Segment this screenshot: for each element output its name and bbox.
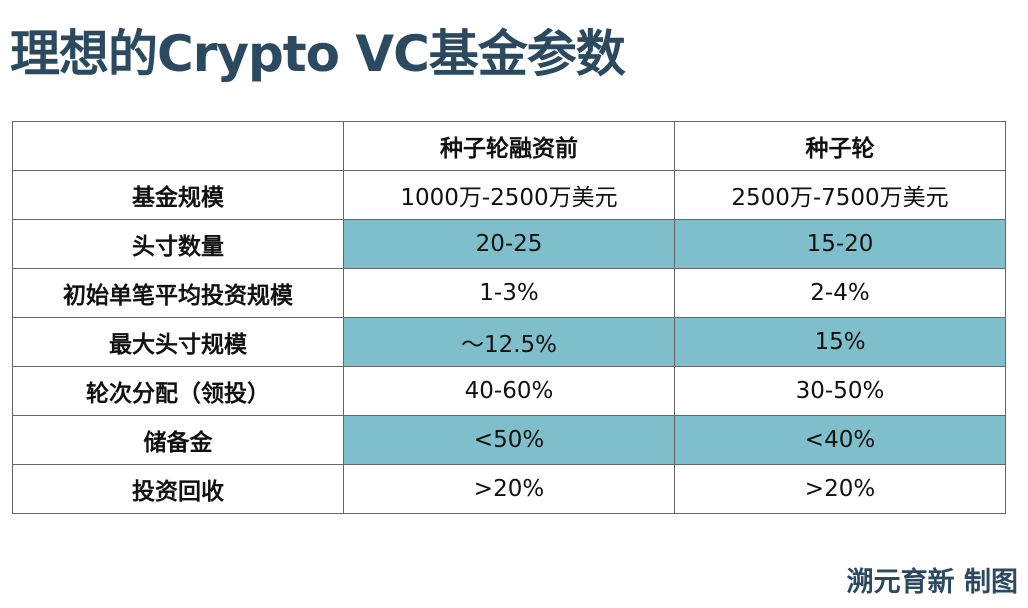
table-row: 头寸数量 20-25 15-20 [12, 219, 1006, 269]
cell: 2-4% [674, 268, 1006, 318]
cell: 30-50% [674, 366, 1006, 416]
row-label: 储备金 [12, 415, 344, 465]
table-head: 种子轮融资前 种子轮 [12, 121, 1006, 171]
cell: 1-3% [343, 268, 675, 318]
table-row: 投资回收 >20% >20% [12, 464, 1006, 514]
table-row: 初始单笔平均投资规模 1-3% 2-4% [12, 268, 1006, 318]
cell: ～12.5% [343, 317, 675, 367]
credit: 溯元育新 制图 [846, 567, 1018, 598]
table-row: 最大头寸规模 ～12.5% 15% [12, 317, 1006, 367]
cell: 40-60% [343, 366, 675, 416]
table-row: 轮次分配（领投） 40-60% 30-50% [12, 366, 1006, 416]
cell: 1000万-2500万美元 [343, 170, 675, 220]
cell: 2500万-7500万美元 [674, 170, 1006, 220]
column-header: 种子轮融资前 [343, 121, 675, 171]
row-label: 最大头寸规模 [12, 317, 344, 367]
cell: <50% [343, 415, 675, 465]
header-row: 种子轮融资前 种子轮 [12, 121, 1006, 171]
title: 理想的Crypto VC基金参数 [10, 25, 626, 83]
cell: 15% [674, 317, 1006, 367]
column-header [12, 121, 344, 171]
cell: >20% [674, 464, 1006, 514]
table-row: 基金规模 1000万-2500万美元 2500万-7500万美元 [12, 170, 1006, 220]
row-label: 头寸数量 [12, 219, 344, 269]
table-body: 基金规模 1000万-2500万美元 2500万-7500万美元 头寸数量 20-25 1… [12, 170, 1006, 514]
cell: <40% [674, 415, 1006, 465]
table-row: 储备金 <50% <40% [12, 415, 1006, 465]
row-label: 基金规模 [12, 170, 344, 220]
cell: >20% [343, 464, 675, 514]
row-label: 轮次分配（领投） [12, 366, 344, 416]
column-header: 种子轮 [674, 121, 1006, 171]
cell: 20-25 [343, 219, 675, 269]
row-label: 投资回收 [12, 464, 344, 514]
row-label: 初始单笔平均投资规模 [12, 268, 344, 318]
params-table: 种子轮融资前 种子轮 基金规模 1000万-2500万美元 2500万-7500万美元… [12, 121, 1006, 514]
cell: 15-20 [674, 219, 1006, 269]
